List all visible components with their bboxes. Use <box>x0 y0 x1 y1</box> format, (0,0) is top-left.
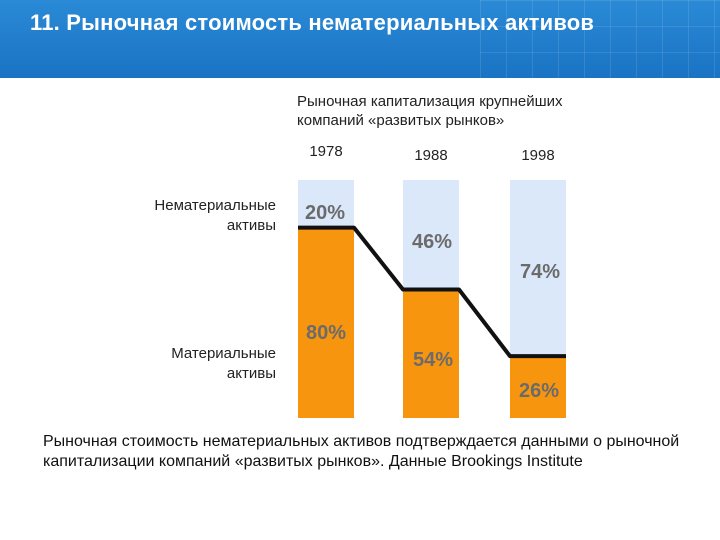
legend-intangible-line-1: Нематериальные <box>154 197 276 214</box>
legend-tangible-line-2: активы <box>227 365 276 382</box>
category-label-1998: 1998 <box>521 147 554 164</box>
bar-tangible-1978 <box>298 227 354 418</box>
slide-header: 11. Рыночная стоимость нематериальных ак… <box>0 0 720 78</box>
slide-title: 11. Рыночная стоимость нематериальных ак… <box>30 10 595 35</box>
bar-intangible-1998 <box>510 180 566 357</box>
bar-intangible-1988 <box>403 180 459 290</box>
data-label-intangible-1998: 74% <box>520 261 560 283</box>
slide-caption: Рыночная стоимость нематериальных активо… <box>43 433 680 470</box>
bar-tangible-1998 <box>510 356 566 418</box>
bar-intangible-1978 <box>298 180 354 228</box>
header-grid-decoration <box>480 0 720 78</box>
legend-intangible-line-2: активы <box>227 217 276 234</box>
data-label-intangible-1988: 46% <box>412 231 452 253</box>
category-label-1988: 1988 <box>414 147 447 164</box>
data-label-tangible-1978: 80% <box>306 322 346 344</box>
legend-tangible-line-1: Материальные <box>171 345 276 362</box>
data-label-tangible-1988: 54% <box>413 349 453 371</box>
chart-title: Рыночная капитализация крупнейших компан… <box>297 93 563 129</box>
data-label-tangible-1998: 26% <box>519 380 559 402</box>
bar-tangible-1988 <box>403 289 459 418</box>
split-line <box>298 225 566 359</box>
category-label-1978: 1978 <box>309 143 342 160</box>
data-label-intangible-1978: 20% <box>305 202 345 224</box>
